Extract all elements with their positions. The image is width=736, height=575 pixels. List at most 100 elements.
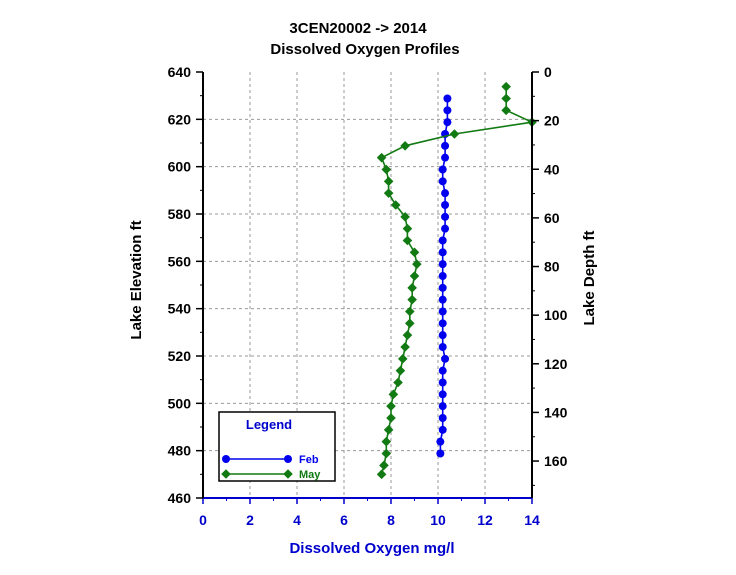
data-point-may <box>407 294 417 305</box>
y-tick-label: 480 <box>168 443 192 459</box>
data-point-feb <box>436 437 445 446</box>
y-tick-label: 560 <box>168 253 192 269</box>
legend-marker-may <box>283 469 293 479</box>
legend-entries: Feb May <box>221 454 321 481</box>
axes: 0 2 4 6 8 10 12 1446048050052054056058060062064… <box>168 64 568 528</box>
legend-title: Legend <box>246 417 292 432</box>
y-tick-label: 580 <box>168 206 192 222</box>
legend-label-may: May <box>299 469 321 481</box>
data-point-may <box>383 425 394 435</box>
data-point-feb <box>443 118 452 127</box>
y-tick-label: 620 <box>168 111 192 127</box>
data-point-feb <box>438 165 447 174</box>
data-point-feb <box>441 354 450 363</box>
y-tick-label: 520 <box>168 348 192 364</box>
series-feb <box>436 94 452 458</box>
data-point-feb <box>438 307 447 316</box>
data-point-feb <box>438 236 447 245</box>
data-point-may <box>379 460 389 471</box>
data-point-feb <box>438 248 447 257</box>
data-point-may <box>501 93 511 104</box>
data-point-feb <box>438 414 447 423</box>
data-point-feb <box>441 212 450 221</box>
x-tick-label: 2 <box>246 512 254 528</box>
y-axis-title: Lake Elevation ft <box>128 220 145 339</box>
y2-axis-title: Lake Depth ft <box>581 230 598 325</box>
data-point-feb <box>438 260 447 269</box>
data-point-may <box>402 235 413 246</box>
data-point-feb <box>441 141 450 150</box>
y2-tick-label: 160 <box>544 453 568 469</box>
data-point-may <box>449 129 460 139</box>
data-point-feb <box>438 283 447 292</box>
data-point-feb <box>438 366 447 375</box>
data-point-may <box>381 164 392 175</box>
data-point-may <box>386 413 396 423</box>
data-point-feb <box>438 319 447 328</box>
data-point-feb <box>438 331 447 340</box>
data-point-feb <box>438 390 447 399</box>
series-may <box>376 81 537 480</box>
y2-tick-label: 80 <box>544 259 560 275</box>
data-point-feb <box>436 449 445 458</box>
legend-marker-feb <box>222 455 230 463</box>
data-point-feb <box>438 425 447 434</box>
data-point-may <box>397 354 408 364</box>
data-point-may <box>402 330 413 340</box>
data-point-feb <box>441 189 450 198</box>
legend-box <box>218 411 336 482</box>
data-point-feb <box>443 94 452 103</box>
x-tick-label: 6 <box>340 512 348 528</box>
x-tick-label: 14 <box>524 512 540 528</box>
data-point-feb <box>438 272 447 281</box>
y2-tick-label: 20 <box>544 113 560 129</box>
data-point-feb <box>441 224 450 233</box>
data-point-may <box>390 200 401 210</box>
data-point-feb <box>441 153 450 162</box>
y-tick-label: 500 <box>168 395 192 411</box>
data-point-may <box>388 389 399 400</box>
y2-tick-label: 100 <box>544 307 568 323</box>
data-point-feb <box>438 295 447 304</box>
x-axis-title: Dissolved Oxygen mg/l <box>289 540 454 557</box>
chart-title: 3CEN20002 -> 2014 <box>289 20 427 37</box>
y-tick-label: 540 <box>168 301 192 317</box>
data-point-may <box>400 212 410 222</box>
data-point-may <box>405 318 415 329</box>
data-point-may <box>402 223 413 234</box>
data-point-feb <box>441 201 450 210</box>
y2-tick-label: 40 <box>544 161 560 177</box>
data-point-may <box>501 105 511 116</box>
y-tick-label: 640 <box>168 64 192 80</box>
series-layer <box>376 81 537 480</box>
x-tick-label: 10 <box>430 512 446 528</box>
data-point-may <box>412 259 422 269</box>
legend-marker-feb <box>284 455 292 463</box>
data-point-feb <box>438 378 447 387</box>
data-point-may <box>400 141 410 151</box>
y-tick-label: 600 <box>168 159 192 175</box>
data-point-may <box>381 436 392 447</box>
data-point-may <box>407 283 417 293</box>
data-point-feb <box>438 402 447 411</box>
data-point-may <box>409 247 420 258</box>
data-point-may <box>376 469 387 480</box>
x-tick-label: 0 <box>199 512 207 528</box>
data-point-may <box>383 188 394 198</box>
data-point-may <box>376 152 387 163</box>
data-point-may <box>381 448 392 459</box>
x-tick-label: 8 <box>387 512 395 528</box>
y-tick-label: 460 <box>168 490 192 506</box>
data-point-may <box>501 81 511 92</box>
legend: Legend Feb May <box>218 411 336 482</box>
y2-tick-label: 140 <box>544 404 568 420</box>
x-tick-label: 12 <box>477 512 493 528</box>
data-point-feb <box>438 343 447 352</box>
chart-subtitle: Dissolved Oxygen Profiles <box>270 41 459 58</box>
data-point-may <box>405 306 415 317</box>
data-point-may <box>393 377 403 388</box>
data-point-may <box>409 271 420 281</box>
legend-label-feb: Feb <box>299 454 319 466</box>
